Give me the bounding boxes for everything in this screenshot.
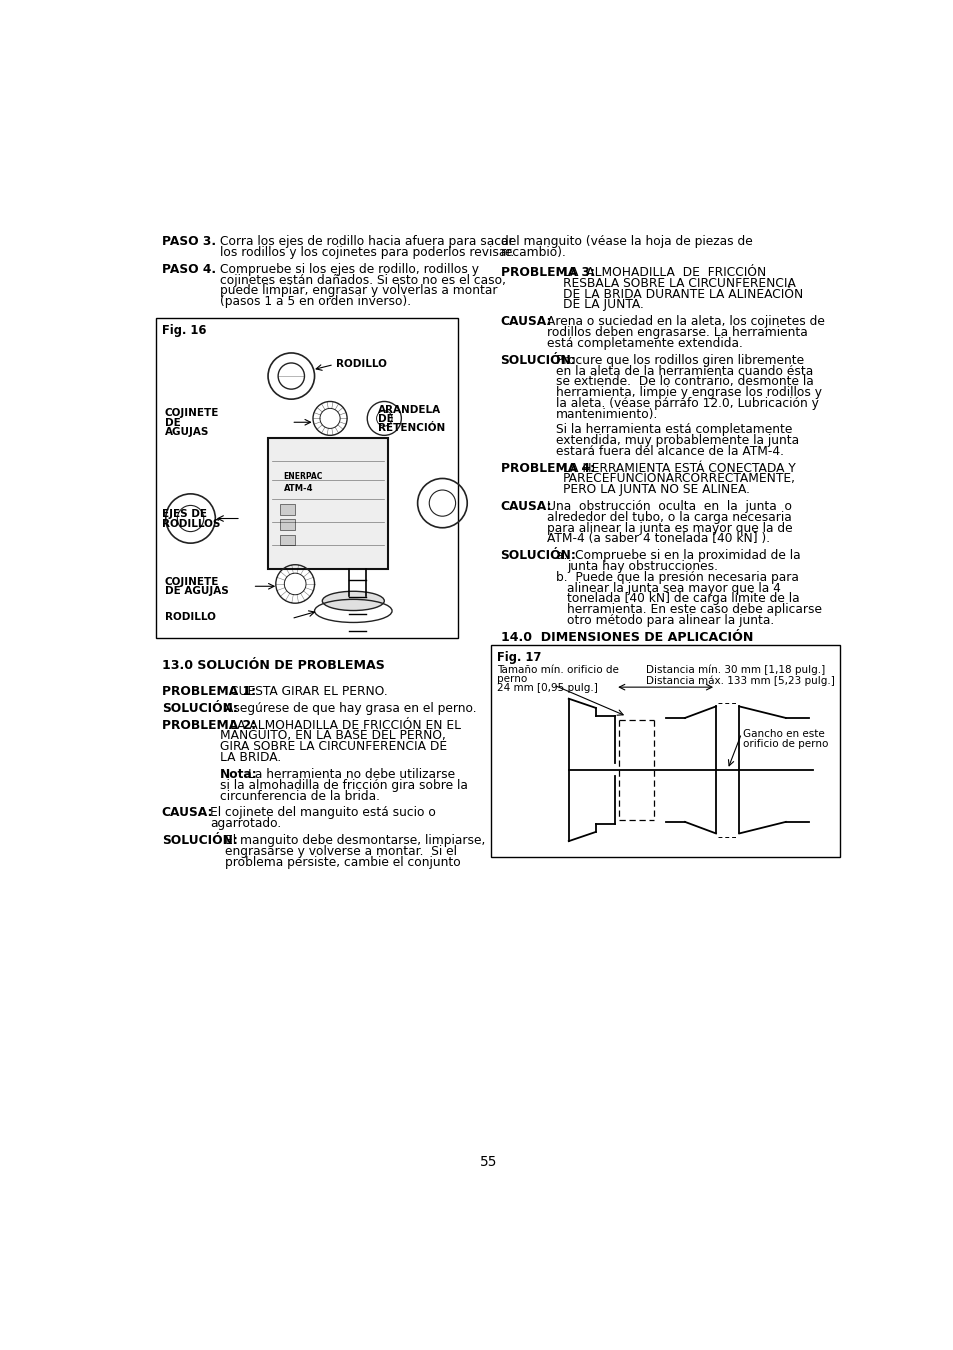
Text: Fig. 16: Fig. 16 xyxy=(162,324,206,338)
FancyBboxPatch shape xyxy=(155,319,457,637)
Text: ARANDELA: ARANDELA xyxy=(377,405,440,414)
Text: 14.0  DIMENSIONES DE APLICACIÓN: 14.0 DIMENSIONES DE APLICACIÓN xyxy=(500,630,752,644)
Text: Arena o suciedad en la aleta, los cojinetes de: Arena o suciedad en la aleta, los cojine… xyxy=(546,316,824,328)
Text: agarrotado.: agarrotado. xyxy=(210,817,281,830)
FancyBboxPatch shape xyxy=(491,645,840,856)
Text: en la aleta de la herramienta cuando ésta: en la aleta de la herramienta cuando ést… xyxy=(556,364,813,378)
Text: cojinetes están dañados. Si esto no es el caso,: cojinetes están dañados. Si esto no es e… xyxy=(220,274,505,286)
Text: mantenimiento).: mantenimiento). xyxy=(556,408,658,421)
Text: problema persiste, cambie el conjunto: problema persiste, cambie el conjunto xyxy=(225,856,460,869)
Text: DE: DE xyxy=(165,417,180,428)
Text: a.  Compruebe si en la proximidad de la: a. Compruebe si en la proximidad de la xyxy=(556,549,801,563)
Text: PROBLEMA 2:: PROBLEMA 2: xyxy=(162,718,255,732)
Text: LA HERRAMIENTA ESTÁ CONECTADA Y: LA HERRAMIENTA ESTÁ CONECTADA Y xyxy=(562,462,795,475)
Text: se extiende.  De lo contrario, desmonte la: se extiende. De lo contrario, desmonte l… xyxy=(556,375,813,389)
Text: tonelada [40 kN] de carga límite de la: tonelada [40 kN] de carga límite de la xyxy=(567,593,799,605)
Text: extendida, muy probablemente la junta: extendida, muy probablemente la junta xyxy=(556,433,799,447)
Text: DE AGUJAS: DE AGUJAS xyxy=(165,586,229,597)
Text: rodillos deben engrasarse. La herramienta: rodillos deben engrasarse. La herramient… xyxy=(546,325,807,339)
Text: b.  Puede que la presión necesaria para: b. Puede que la presión necesaria para xyxy=(556,571,799,583)
Text: 55: 55 xyxy=(479,1156,497,1169)
Text: CAUSA:: CAUSA: xyxy=(162,806,213,819)
FancyBboxPatch shape xyxy=(268,437,388,568)
Text: AGUJAS: AGUJAS xyxy=(165,427,209,437)
Text: del manguito (véase la hoja de piezas de: del manguito (véase la hoja de piezas de xyxy=(500,235,752,248)
Text: Procure que los rodillos giren libremente: Procure que los rodillos giren librement… xyxy=(556,354,803,367)
Text: SOLUCIÓN:: SOLUCIÓN: xyxy=(162,834,237,848)
Text: perno: perno xyxy=(497,674,526,684)
Text: 24 mm [0,95 pulg.]: 24 mm [0,95 pulg.] xyxy=(497,683,597,694)
Text: RETENCIÓN: RETENCIÓN xyxy=(377,423,445,433)
Text: ATM-4 (a saber 4 tonelada [40 kN] ).: ATM-4 (a saber 4 tonelada [40 kN] ). xyxy=(546,532,769,545)
Text: SOLUCIÓN:: SOLUCIÓN: xyxy=(500,549,576,563)
Text: la aleta. (véase párrafo 12.0, Lubricación y: la aleta. (véase párrafo 12.0, Lubricaci… xyxy=(556,397,819,410)
FancyBboxPatch shape xyxy=(279,520,294,531)
Text: LA ALMOHADILLA DE FRICCIÓN EN EL: LA ALMOHADILLA DE FRICCIÓN EN EL xyxy=(230,718,460,732)
Text: Gancho en este: Gancho en este xyxy=(742,729,824,740)
Text: RODILLOS: RODILLOS xyxy=(162,518,220,528)
Text: estará fuera del alcance de la ATM-4.: estará fuera del alcance de la ATM-4. xyxy=(556,444,783,458)
Text: CAUSA:: CAUSA: xyxy=(500,500,552,513)
Text: 13.0 SOLUCIÓN DE PROBLEMAS: 13.0 SOLUCIÓN DE PROBLEMAS xyxy=(162,659,384,672)
Text: si la almohadilla de fricción gira sobre la: si la almohadilla de fricción gira sobre… xyxy=(220,779,467,791)
Text: ENERPAC: ENERPAC xyxy=(283,472,322,482)
Text: junta hay obstrucciones.: junta hay obstrucciones. xyxy=(567,560,718,574)
Text: está completamente extendida.: está completamente extendida. xyxy=(546,336,742,350)
Text: los rodillos y los cojinetes para poderlos revisar.: los rodillos y los cojinetes para poderl… xyxy=(220,246,514,259)
Text: puede limpiar, engrasar y volverlas a montar: puede limpiar, engrasar y volverlas a mo… xyxy=(220,285,497,297)
Text: herramienta, limpie y engrase los rodillos y: herramienta, limpie y engrase los rodill… xyxy=(556,386,821,400)
Text: DE LA JUNTA.: DE LA JUNTA. xyxy=(562,298,642,312)
Text: Asegúrese de que hay grasa en el perno.: Asegúrese de que hay grasa en el perno. xyxy=(225,702,476,714)
Text: orificio de perno: orificio de perno xyxy=(742,738,827,749)
Text: recambio).: recambio). xyxy=(500,246,566,259)
Text: RODILLO: RODILLO xyxy=(165,613,215,622)
Text: Fig. 17: Fig. 17 xyxy=(497,651,540,664)
Text: Nota:: Nota: xyxy=(220,768,257,782)
Text: alrededor del tubo, o la carga necesaria: alrededor del tubo, o la carga necesaria xyxy=(546,510,791,524)
Text: CAUSA:: CAUSA: xyxy=(500,316,552,328)
Text: CUESTA GIRAR EL PERNO.: CUESTA GIRAR EL PERNO. xyxy=(230,684,388,698)
Text: GIRA SOBRE LA CIRCUNFERENCIA DE: GIRA SOBRE LA CIRCUNFERENCIA DE xyxy=(220,740,447,753)
Text: (pasos 1 a 5 en orden inverso).: (pasos 1 a 5 en orden inverso). xyxy=(220,296,411,308)
Text: Distancia mín. 30 mm [1,18 pulg.]: Distancia mín. 30 mm [1,18 pulg.] xyxy=(645,664,824,675)
Text: PASO 3.: PASO 3. xyxy=(162,235,215,248)
Text: DE: DE xyxy=(377,414,394,424)
Text: PERO LA JUNTA NO SE ALINEA.: PERO LA JUNTA NO SE ALINEA. xyxy=(562,483,749,495)
Text: COJINETE: COJINETE xyxy=(165,409,219,418)
Text: herramienta. En este caso debe aplicarse: herramienta. En este caso debe aplicarse xyxy=(567,603,821,616)
Text: Distancia máx. 133 mm [5,23 pulg.]: Distancia máx. 133 mm [5,23 pulg.] xyxy=(645,675,834,686)
Text: PASO 4.: PASO 4. xyxy=(162,263,215,275)
Text: ATM-4: ATM-4 xyxy=(283,483,313,493)
Text: MANGUITO, EN LA BASE DEL PERNO,: MANGUITO, EN LA BASE DEL PERNO, xyxy=(220,729,445,742)
Text: para alinear la junta es mayor que la de: para alinear la junta es mayor que la de xyxy=(546,521,792,535)
Text: COJINETE: COJINETE xyxy=(165,576,219,587)
Text: PARECEFUNCIONARCORRECTAMENTE,: PARECEFUNCIONARCORRECTAMENTE, xyxy=(562,472,795,485)
FancyBboxPatch shape xyxy=(279,504,294,514)
Text: DE LA BRIDA DURANTE LA ALINEACIÓN: DE LA BRIDA DURANTE LA ALINEACIÓN xyxy=(562,288,802,301)
Text: PROBLEMA 3:: PROBLEMA 3: xyxy=(500,266,594,279)
Text: engrasarse y volverse a montar.  Si el: engrasarse y volverse a montar. Si el xyxy=(225,845,456,859)
Text: otro método para alinear la junta.: otro método para alinear la junta. xyxy=(567,614,774,626)
Text: El cojinete del manguito está sucio o: El cojinete del manguito está sucio o xyxy=(210,806,436,819)
Text: PROBLEMA 1:: PROBLEMA 1: xyxy=(162,684,255,698)
Text: LA BRIDA.: LA BRIDA. xyxy=(220,751,281,764)
Text: circunferencia de la brida.: circunferencia de la brida. xyxy=(220,790,379,802)
Text: La herramienta no debe utilizarse: La herramienta no debe utilizarse xyxy=(248,768,455,782)
Text: Compruebe si los ejes de rodillo, rodillos y: Compruebe si los ejes de rodillo, rodill… xyxy=(220,263,478,275)
Text: SOLUCIÓN:: SOLUCIÓN: xyxy=(162,702,237,714)
Text: Corra los ejes de rodillo hacia afuera para sacar: Corra los ejes de rodillo hacia afuera p… xyxy=(220,235,513,248)
FancyBboxPatch shape xyxy=(279,535,294,545)
Text: El manguito debe desmontarse, limpiarse,: El manguito debe desmontarse, limpiarse, xyxy=(225,834,485,848)
Text: Tamaño mín. orificio de: Tamaño mín. orificio de xyxy=(497,664,618,675)
Text: SOLUCIÓN:: SOLUCIÓN: xyxy=(500,354,576,367)
Text: Una  obstrucción  oculta  en  la  junta  o: Una obstrucción oculta en la junta o xyxy=(546,500,791,513)
Text: Si la herramienta está completamente: Si la herramienta está completamente xyxy=(556,423,792,436)
Text: alinear la junta sea mayor que la 4: alinear la junta sea mayor que la 4 xyxy=(567,582,781,594)
Ellipse shape xyxy=(322,591,384,610)
Text: EJES DE: EJES DE xyxy=(162,509,207,520)
Text: PROBLEMA 4:: PROBLEMA 4: xyxy=(500,462,594,475)
Text: RODILLO: RODILLO xyxy=(335,359,387,369)
Text: RESBALA SOBRE LA CIRCUNFERENCIA: RESBALA SOBRE LA CIRCUNFERENCIA xyxy=(562,277,795,290)
Text: LA  ALMOHADILLA  DE  FRICCIÓN: LA ALMOHADILLA DE FRICCIÓN xyxy=(562,266,765,279)
